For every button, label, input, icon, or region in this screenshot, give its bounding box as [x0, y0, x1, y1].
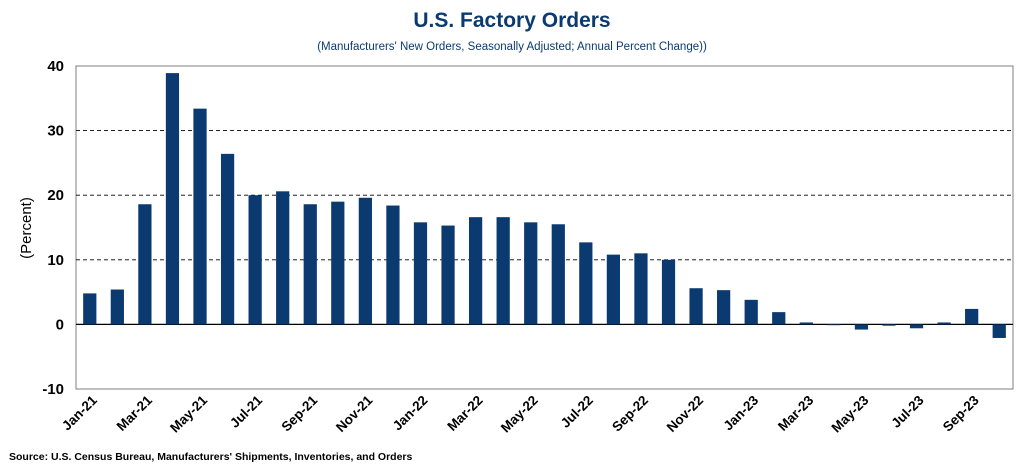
- plot-area: [75, 65, 1014, 390]
- bar-Oct-22: [661, 259, 676, 325]
- x-tick-label: May-22: [498, 393, 541, 436]
- x-tick-label: May-23: [829, 392, 872, 435]
- y-tick-label: 20: [47, 187, 64, 204]
- bar-Sep-21: [303, 204, 317, 325]
- bar-Aug-21: [276, 191, 290, 325]
- bar-Mar-21: [138, 204, 152, 325]
- x-tick-label: Jul-21: [227, 392, 266, 431]
- x-tick-label: Nov-22: [664, 393, 706, 435]
- y-tick-label: 0: [56, 316, 64, 333]
- bar-Nov-21: [358, 197, 372, 325]
- bar-Jan-22: [413, 222, 428, 325]
- bar-Feb-23: [772, 312, 786, 325]
- bars: [83, 73, 1006, 338]
- bar-Sep-22: [634, 253, 648, 325]
- bar-Aug-22: [606, 254, 621, 325]
- y-tick-label: 10: [47, 252, 64, 269]
- bar-Dec-22: [717, 290, 731, 325]
- bar-Mar-23: [799, 322, 813, 325]
- x-tick-label: Jul-22: [558, 393, 596, 431]
- bar-Nov-22: [689, 288, 703, 325]
- bar-Feb-22: [441, 225, 455, 325]
- chart-subtitle: (Manufacturers' New Orders, Seasonally A…: [317, 41, 707, 53]
- y-axis-ticks: -10 0 10 20 30 40: [42, 58, 64, 398]
- x-tick-label: Mar-21: [114, 392, 156, 434]
- x-tick-label: Mar-22: [444, 393, 485, 434]
- bar-Jan-23: [744, 299, 758, 325]
- bar-May-21: [193, 108, 207, 325]
- grid-lines: [76, 130, 1013, 325]
- bar-Apr-22: [496, 217, 510, 325]
- chart-title: U.S. Factory Orders: [413, 9, 610, 32]
- y-tick-label: -10: [42, 381, 64, 398]
- bar-Aug-23: [937, 322, 951, 325]
- bar-May-22: [524, 222, 538, 325]
- y-tick-label: 40: [47, 58, 64, 75]
- source-note: Source: U.S. Census Bureau, Manufacturer…: [9, 451, 413, 463]
- x-axis-ticks: Jan-21 Mar-21 May-21 Jul-21 Sep-21 Nov-21 Jan-…: [59, 392, 982, 435]
- bar-Oct-23: [992, 324, 1006, 338]
- bar-May-23: [854, 324, 869, 330]
- x-tick-label: Jul-23: [888, 392, 927, 431]
- x-tick-label: Sep-21: [278, 392, 320, 434]
- bar-Feb-21: [110, 289, 124, 325]
- bar-Jun-22: [551, 224, 565, 325]
- bar-Jun-21: [220, 153, 235, 325]
- bar-Jul-23: [909, 324, 924, 329]
- bar-Jul-21: [248, 195, 262, 325]
- x-tick-label: Mar-23: [775, 392, 817, 434]
- x-tick-label: Nov-21: [333, 392, 376, 435]
- bar-Jan-21: [83, 293, 97, 325]
- x-tick-label: May-21: [167, 392, 210, 435]
- x-tick-label: Sep-23: [940, 392, 982, 434]
- x-tick-label: Sep-22: [609, 393, 651, 435]
- bar-Apr-21: [165, 73, 180, 325]
- bar-Apr-23: [827, 324, 841, 326]
- bar-Oct-21: [331, 201, 345, 325]
- bar-Jun-23: [882, 324, 896, 326]
- y-tick-label: 30: [47, 123, 64, 140]
- bar-Sep-23: [965, 308, 979, 325]
- bar-Jul-22: [579, 242, 593, 325]
- x-tick-label: Jan-21: [59, 392, 100, 433]
- y-axis-label: (Percent): [18, 197, 35, 259]
- x-tick-label: Jan-23: [720, 392, 761, 433]
- bar-Dec-21: [386, 205, 400, 325]
- bar-Mar-22: [468, 217, 483, 325]
- x-tick-label: Jan-22: [390, 393, 431, 434]
